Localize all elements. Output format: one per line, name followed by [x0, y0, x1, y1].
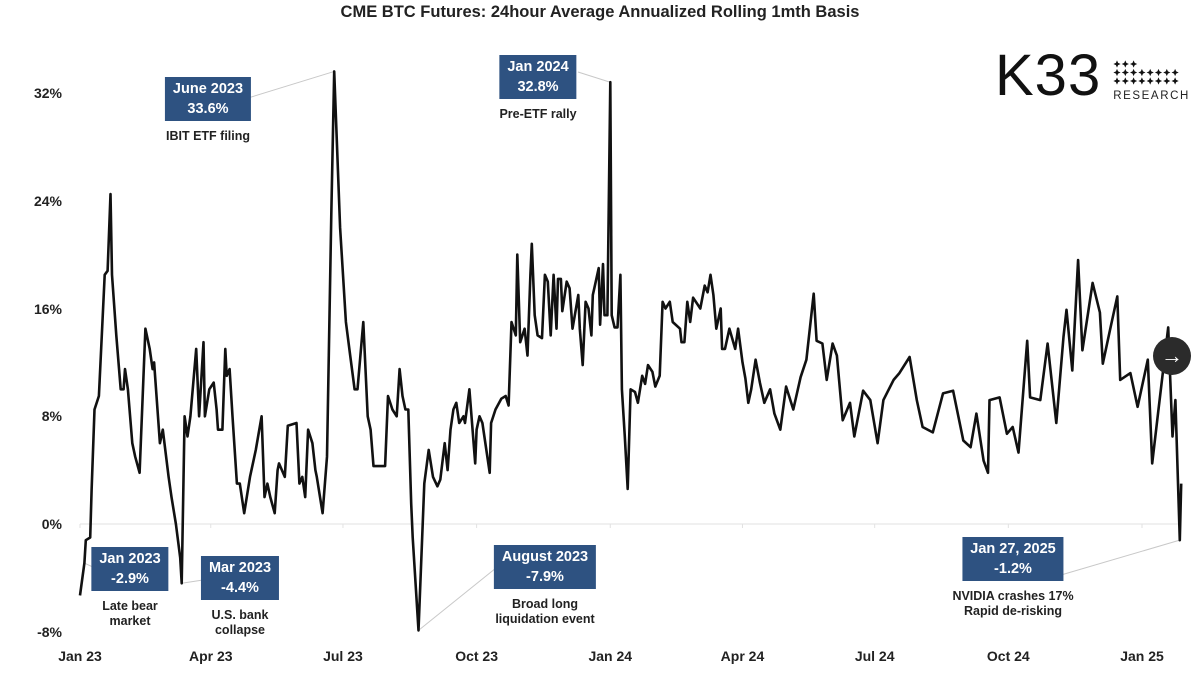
y-tick-label: 8%: [41, 408, 62, 425]
arrow-right-icon: →: [1161, 343, 1183, 368]
chart-title: CME BTC Futures: 24hour Average Annualiz…: [340, 3, 860, 21]
annotation-note-line: Broad long: [512, 597, 578, 611]
annotation-note-line: Rapid de-risking: [964, 604, 1062, 618]
annotation-note-line: IBIT ETF filing: [165, 129, 251, 143]
x-tick-label: Jul 23: [323, 648, 363, 664]
annotation: Jan 2023 -2.9% Late bear market: [91, 547, 169, 629]
logo-star-dot: [1163, 68, 1171, 77]
logo-wordmark: K33: [995, 43, 1102, 108]
x-tick-label: Apr 24: [720, 648, 765, 664]
annotation-box: Mar 2023 -4.4%: [200, 556, 280, 600]
annotation-note-line: liquidation event: [495, 612, 595, 626]
logo-star-dot: [1171, 77, 1179, 85]
logo-star-dot: [1113, 68, 1121, 77]
x-tick-label: Apr 23: [188, 648, 233, 664]
annotation-box: June 2023 33.6%: [164, 77, 252, 121]
annotation-box: Jan 27, 2025 -1.2%: [962, 537, 1064, 581]
next-slide-button[interactable]: →: [1153, 337, 1191, 375]
annotation-value: 33.6%: [187, 101, 229, 117]
annotation-leader-line: [1060, 539, 1180, 576]
logo-subtext: RESEARCH: [1113, 90, 1190, 102]
annotation: Jan 27, 2025 -1.2% NVIDIA crashes 17% Rapid…: [952, 537, 1074, 619]
logo-star-dot: [1138, 68, 1146, 77]
annotation: August 2023 -7.9% Broad long liquidation ev…: [493, 545, 597, 627]
x-tick-label: Oct 24: [986, 648, 1030, 664]
annotation: Jan 2024 32.8% Pre-ETF rally: [499, 55, 577, 122]
k33-research-logo: K33 RESEARCH: [995, 43, 1190, 108]
logo-star-dot: [1121, 60, 1130, 68]
annotation-leader-line: [577, 71, 611, 83]
annotation-date: Jan 27, 2025: [970, 541, 1056, 557]
annotation-date: August 2023: [501, 549, 589, 565]
y-tick-label: -8%: [37, 623, 62, 640]
annotation-box: August 2023 -7.9%: [493, 545, 597, 589]
x-tick-label: Jul 24: [854, 648, 895, 664]
x-tick-label: Oct 23: [455, 648, 499, 664]
logo-star-dot: [1113, 77, 1121, 85]
annotation: June 2023 33.6% IBIT ETF filing: [164, 77, 252, 144]
annotation-note-line: Pre-ETF rally: [499, 107, 577, 121]
annotation-date: Jan 2024: [507, 59, 569, 75]
logo-star-dot: [1130, 68, 1138, 77]
y-tick-label: 16%: [33, 300, 62, 317]
annotation-date: Jan 2023: [99, 551, 161, 567]
annotation-box: Jan 2024 32.8%: [499, 55, 577, 99]
logo-star-dot: [1155, 77, 1163, 85]
logo-star-dot: [1146, 77, 1155, 85]
logo-star-dot: [1155, 68, 1163, 77]
annotation-note: Pre-ETF rally: [499, 107, 576, 122]
y-tick-label: 24%: [33, 192, 62, 209]
annotation-value: -4.4%: [221, 580, 259, 596]
annotation-note: Broad long liquidation event: [495, 597, 594, 627]
logo-star-dot: [1121, 68, 1130, 77]
annotation-leader-lines: [84, 70, 1180, 631]
annotation-date: June 2023: [172, 81, 244, 97]
annotation-box: Jan 2023 -2.9%: [91, 547, 169, 591]
x-tick-label: Jan 24: [588, 648, 633, 664]
x-tick-label: Jan 23: [58, 648, 102, 664]
x-tick-label: Jan 25: [1120, 648, 1164, 664]
logo-dot-grid-icon: [1113, 60, 1179, 85]
y-tick-label: 0%: [41, 516, 62, 532]
annotation-note-line: collapse: [214, 623, 266, 637]
annotation-value: 32.8%: [517, 79, 559, 95]
annotation-date: Mar 2023: [208, 560, 272, 576]
logo-star-dot: [1130, 77, 1138, 85]
logo-star-dot: [1171, 68, 1179, 77]
logo-star-dot: [1113, 60, 1121, 68]
annotation-note: NVIDIA crashes 17% Rapid de-risking: [952, 589, 1073, 619]
annotation: Mar 2023 -4.4% U.S. bank collapse: [200, 556, 280, 638]
annotation-note-line: market: [109, 614, 151, 628]
logo-star-dot: [1130, 60, 1138, 68]
annotation-note: IBIT ETF filing: [166, 129, 250, 144]
basis-line: [78, 70, 1183, 632]
x-tick-marks: [79, 524, 1143, 528]
annotation-leader-line: [247, 70, 335, 99]
annotation-note: U.S. bank collapse: [212, 608, 269, 638]
annotation-value: -2.9%: [111, 571, 149, 587]
logo-star-dot: [1163, 77, 1171, 85]
y-tick-label: 32%: [33, 85, 62, 101]
logo-star-dot: [1138, 77, 1146, 85]
annotation-note-line: Late bear: [102, 599, 158, 613]
annotation-note-line: U.S. bank: [211, 608, 269, 622]
annotation-note-line: NVIDIA crashes 17%: [952, 589, 1074, 603]
annotation-leader-line: [181, 579, 204, 584]
logo-star-dot: [1121, 77, 1130, 85]
logo-star-dot: [1146, 68, 1155, 77]
annotation-value: -1.2%: [994, 561, 1032, 577]
annotation-note: Late bear market: [102, 599, 158, 629]
annotation-value: -7.9%: [526, 569, 564, 585]
annotation-leader-line: [418, 567, 497, 631]
